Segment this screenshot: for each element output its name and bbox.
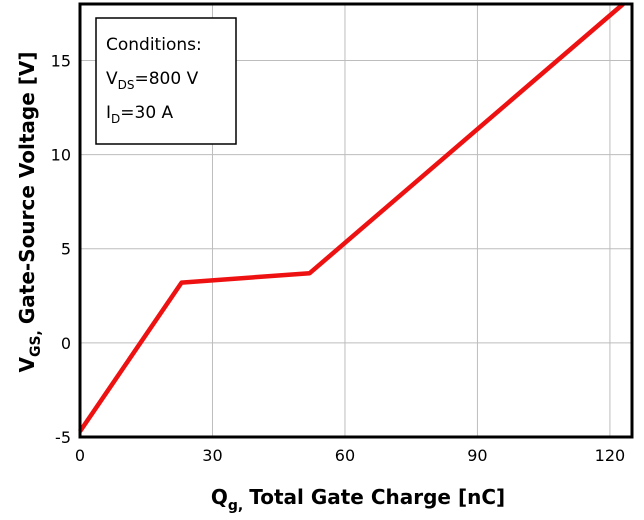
x-label-subscript: g,: [228, 498, 243, 514]
conditions-vds: VDS=800 V: [106, 69, 199, 92]
plot-frame: [78, 2, 634, 439]
x-label-text: Total Gate Charge [nC]: [249, 485, 505, 509]
x-label-symbol: Q: [211, 485, 228, 509]
x-tick-label: 30: [202, 446, 222, 465]
vds-symbol: V: [106, 69, 118, 89]
conditions-box-frame: [95, 17, 237, 145]
x-tick-label: 120: [595, 446, 626, 465]
y-tick-label: -5: [55, 428, 71, 447]
y-tick-label: 0: [61, 334, 71, 353]
id-symbol: I: [106, 103, 111, 123]
gate-charge-curve: [78, 2, 625, 433]
x-tick-label: 90: [467, 446, 487, 465]
conditions-title: Conditions:: [106, 35, 202, 55]
series-layer: [78, 2, 625, 433]
conditions-box: Conditions: VDS=800 V ID=30 A: [95, 17, 237, 145]
y-label-text: Gate-Source Voltage [V]: [15, 52, 39, 325]
x-tick-label: 0: [75, 446, 85, 465]
y-label-subscript: GS,: [28, 330, 44, 357]
conditions-id: ID=30 A: [106, 103, 174, 126]
x-tick-label: 60: [335, 446, 355, 465]
y-tick-label: 15: [51, 51, 71, 70]
id-value: =30 A: [120, 103, 173, 123]
y-tick-label: 5: [61, 240, 71, 259]
vds-subscript: DS: [118, 78, 135, 92]
vds-value: =800 V: [135, 69, 199, 89]
y-label-symbol: V: [15, 357, 39, 373]
y-tick-label: 10: [51, 146, 71, 165]
y-axis-label: VGS, Gate-Source Voltage [V]: [15, 52, 44, 373]
id-subscript: D: [111, 112, 120, 126]
x-axis-label: Qg, Total Gate Charge [nC]: [211, 485, 505, 514]
